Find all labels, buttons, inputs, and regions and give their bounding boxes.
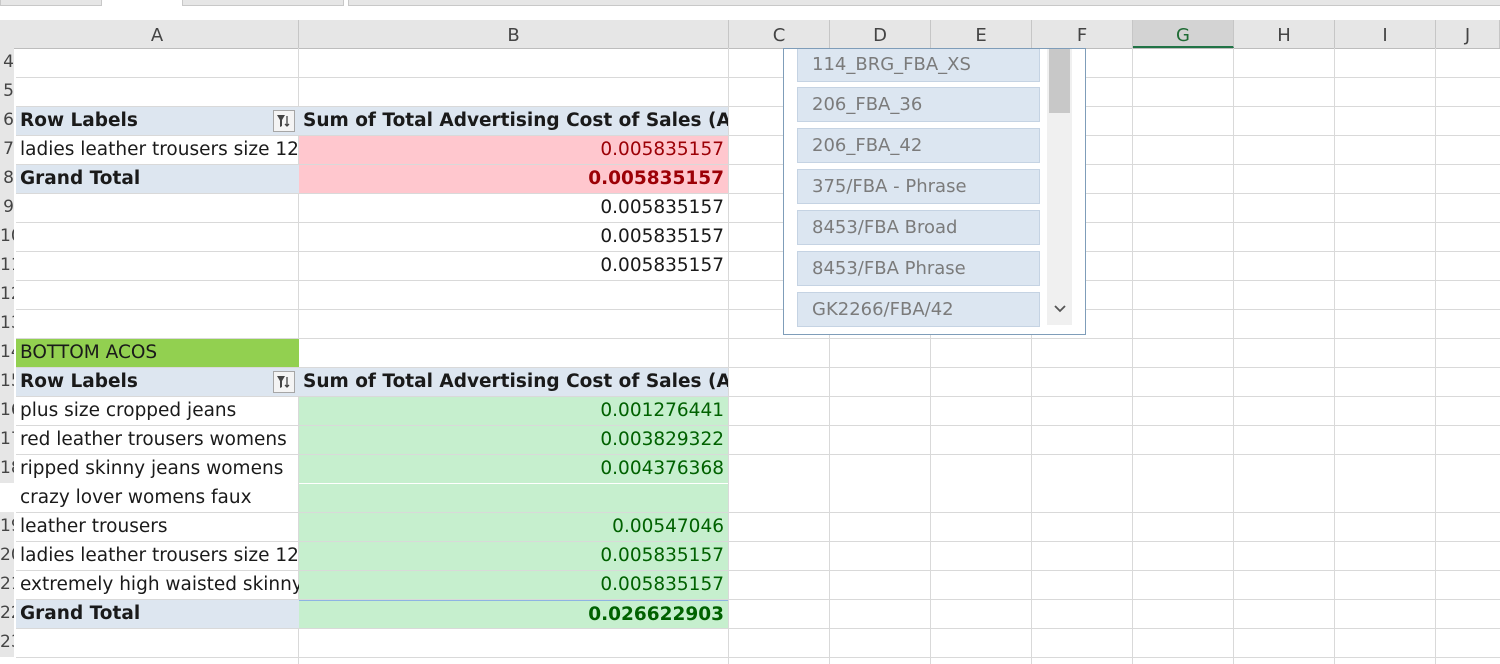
row-header[interactable]: 18 [0,454,14,483]
row-header[interactable]: 10 [0,222,14,251]
slicer-item[interactable]: 8453/FBA Phrase [797,251,1040,286]
slicer-item[interactable]: 114_BRG_FBA_XS [797,49,1040,82]
slicer-scroll-thumb[interactable] [1049,49,1070,113]
value-cell[interactable]: 0.005835157 [600,197,724,218]
pivot-row-labels-header[interactable]: Row Labels [16,368,299,396]
pivot-grand-total-label[interactable]: Grand Total [16,165,299,193]
filter-icon [277,376,290,388]
slicer-scrollbar[interactable] [1047,49,1072,325]
pivot-row-label[interactable]: ladies leather trousers size 12 [20,139,299,160]
column-header-h[interactable]: H [1234,20,1335,48]
pivot-value-cell-blank[interactable] [299,484,728,512]
tab-remnant [182,0,344,6]
column-header-d[interactable]: D [830,20,931,48]
row-header[interactable]: 14 [0,338,14,367]
bottom-acos-title-cell[interactable]: BOTTOM ACOS [16,339,299,367]
slicer-item[interactable]: 375/FBA - Phrase [797,169,1040,204]
column-header-j[interactable]: J [1436,20,1500,48]
pivot-row-label-line2[interactable]: leather trousers [20,516,168,537]
column-header-g[interactable]: G [1133,20,1234,48]
sheet-tab-strip [0,0,1500,20]
row-header[interactable]: 9 [0,193,14,222]
row-header[interactable]: 23 [0,628,14,657]
slicer-item[interactable]: 206_FBA_42 [797,128,1040,163]
row-header[interactable]: 7 [0,135,14,164]
pivot-value-cell[interactable]: 0.005835157 [299,571,728,599]
row-header[interactable]: 13 [0,309,14,338]
column-header-e[interactable]: E [931,20,1032,48]
value-cell[interactable]: 0.005835157 [600,255,724,276]
slicer-item[interactable]: 8453/FBA Broad [797,210,1040,245]
pivot-value-cell[interactable]: 0.001276441 [299,397,728,425]
column-header-bar: A B C D E F G H I J [0,20,1500,49]
row-header[interactable]: 16 [0,396,14,425]
slicer-item[interactable]: GK2266/FBA/42 [797,292,1040,327]
slicer-item[interactable]: 206_FBA_36 [797,87,1040,122]
column-header-f[interactable]: F [1032,20,1133,48]
filter-dropdown-button[interactable] [273,371,295,393]
tab-remnant [0,0,102,6]
slicer-panel[interactable]: 114_BRG_FBA_XS 206_FBA_36 206_FBA_42 375… [783,48,1086,335]
chevron-down-icon[interactable] [1052,301,1068,317]
row-header[interactable]: 17 [0,425,14,454]
pivot-row-label[interactable]: extremely high waisted skinny [20,574,299,595]
pivot-value-cell[interactable]: 0.003829322 [299,426,728,454]
pivot-grand-total-value[interactable]: 0.026622903 [299,600,728,628]
column-header-c[interactable]: C [729,20,830,48]
column-header-i[interactable]: I [1335,20,1436,48]
pivot-row-labels-header[interactable]: Row Labels [16,107,299,135]
row-header[interactable]: 12 [0,280,14,309]
row-header[interactable]: 5 [0,77,14,106]
row-header[interactable]: 15 [0,367,14,396]
pivot-row-label[interactable]: plus size cropped jeans [20,400,237,421]
value-cell[interactable]: 0.005835157 [600,226,724,247]
filter-dropdown-button[interactable] [273,110,295,132]
pivot-row-label-line1[interactable]: crazy lover womens faux [20,487,252,508]
row-header[interactable]: 19 [0,512,14,541]
row-header[interactable]: 6 [0,106,14,135]
pivot-grand-total-label[interactable]: Grand Total [16,600,299,628]
pivot-row-label[interactable]: red leather trousers womens [20,429,287,450]
worksheet-grid[interactable] [16,48,1500,664]
pivot-row-label[interactable]: ladies leather trousers size 12 [20,545,299,566]
row-header[interactable]: 22 [0,599,14,628]
row-header[interactable]: 20 [0,541,14,570]
pivot-row-label[interactable]: ripped skinny jeans womens [20,458,284,479]
pivot-value-cell[interactable]: 0.005835157 [299,542,728,570]
tab-remnant [348,0,1500,6]
pivot-value-cell[interactable]: 0.004376368 [299,455,728,483]
row-header[interactable]: 11 [0,251,14,280]
pivot-value-header[interactable]: Sum of Total Advertising Cost of Sales (… [299,368,728,396]
pivot-value-cell[interactable]: 0.005835157 [299,136,728,164]
pivot-value-cell[interactable]: 0.00547046 [299,513,728,541]
row-header[interactable]: 4 [0,48,14,77]
filter-icon [277,115,290,127]
column-header-a[interactable]: A [16,20,299,48]
pivot-grand-total-value[interactable]: 0.005835157 [299,165,728,193]
column-header-b[interactable]: B [299,20,729,48]
pivot-value-header[interactable]: Sum of Total Advertising Cost of Sales (… [299,107,728,135]
row-header[interactable]: 8 [0,164,14,193]
row-header[interactable]: 21 [0,570,14,599]
